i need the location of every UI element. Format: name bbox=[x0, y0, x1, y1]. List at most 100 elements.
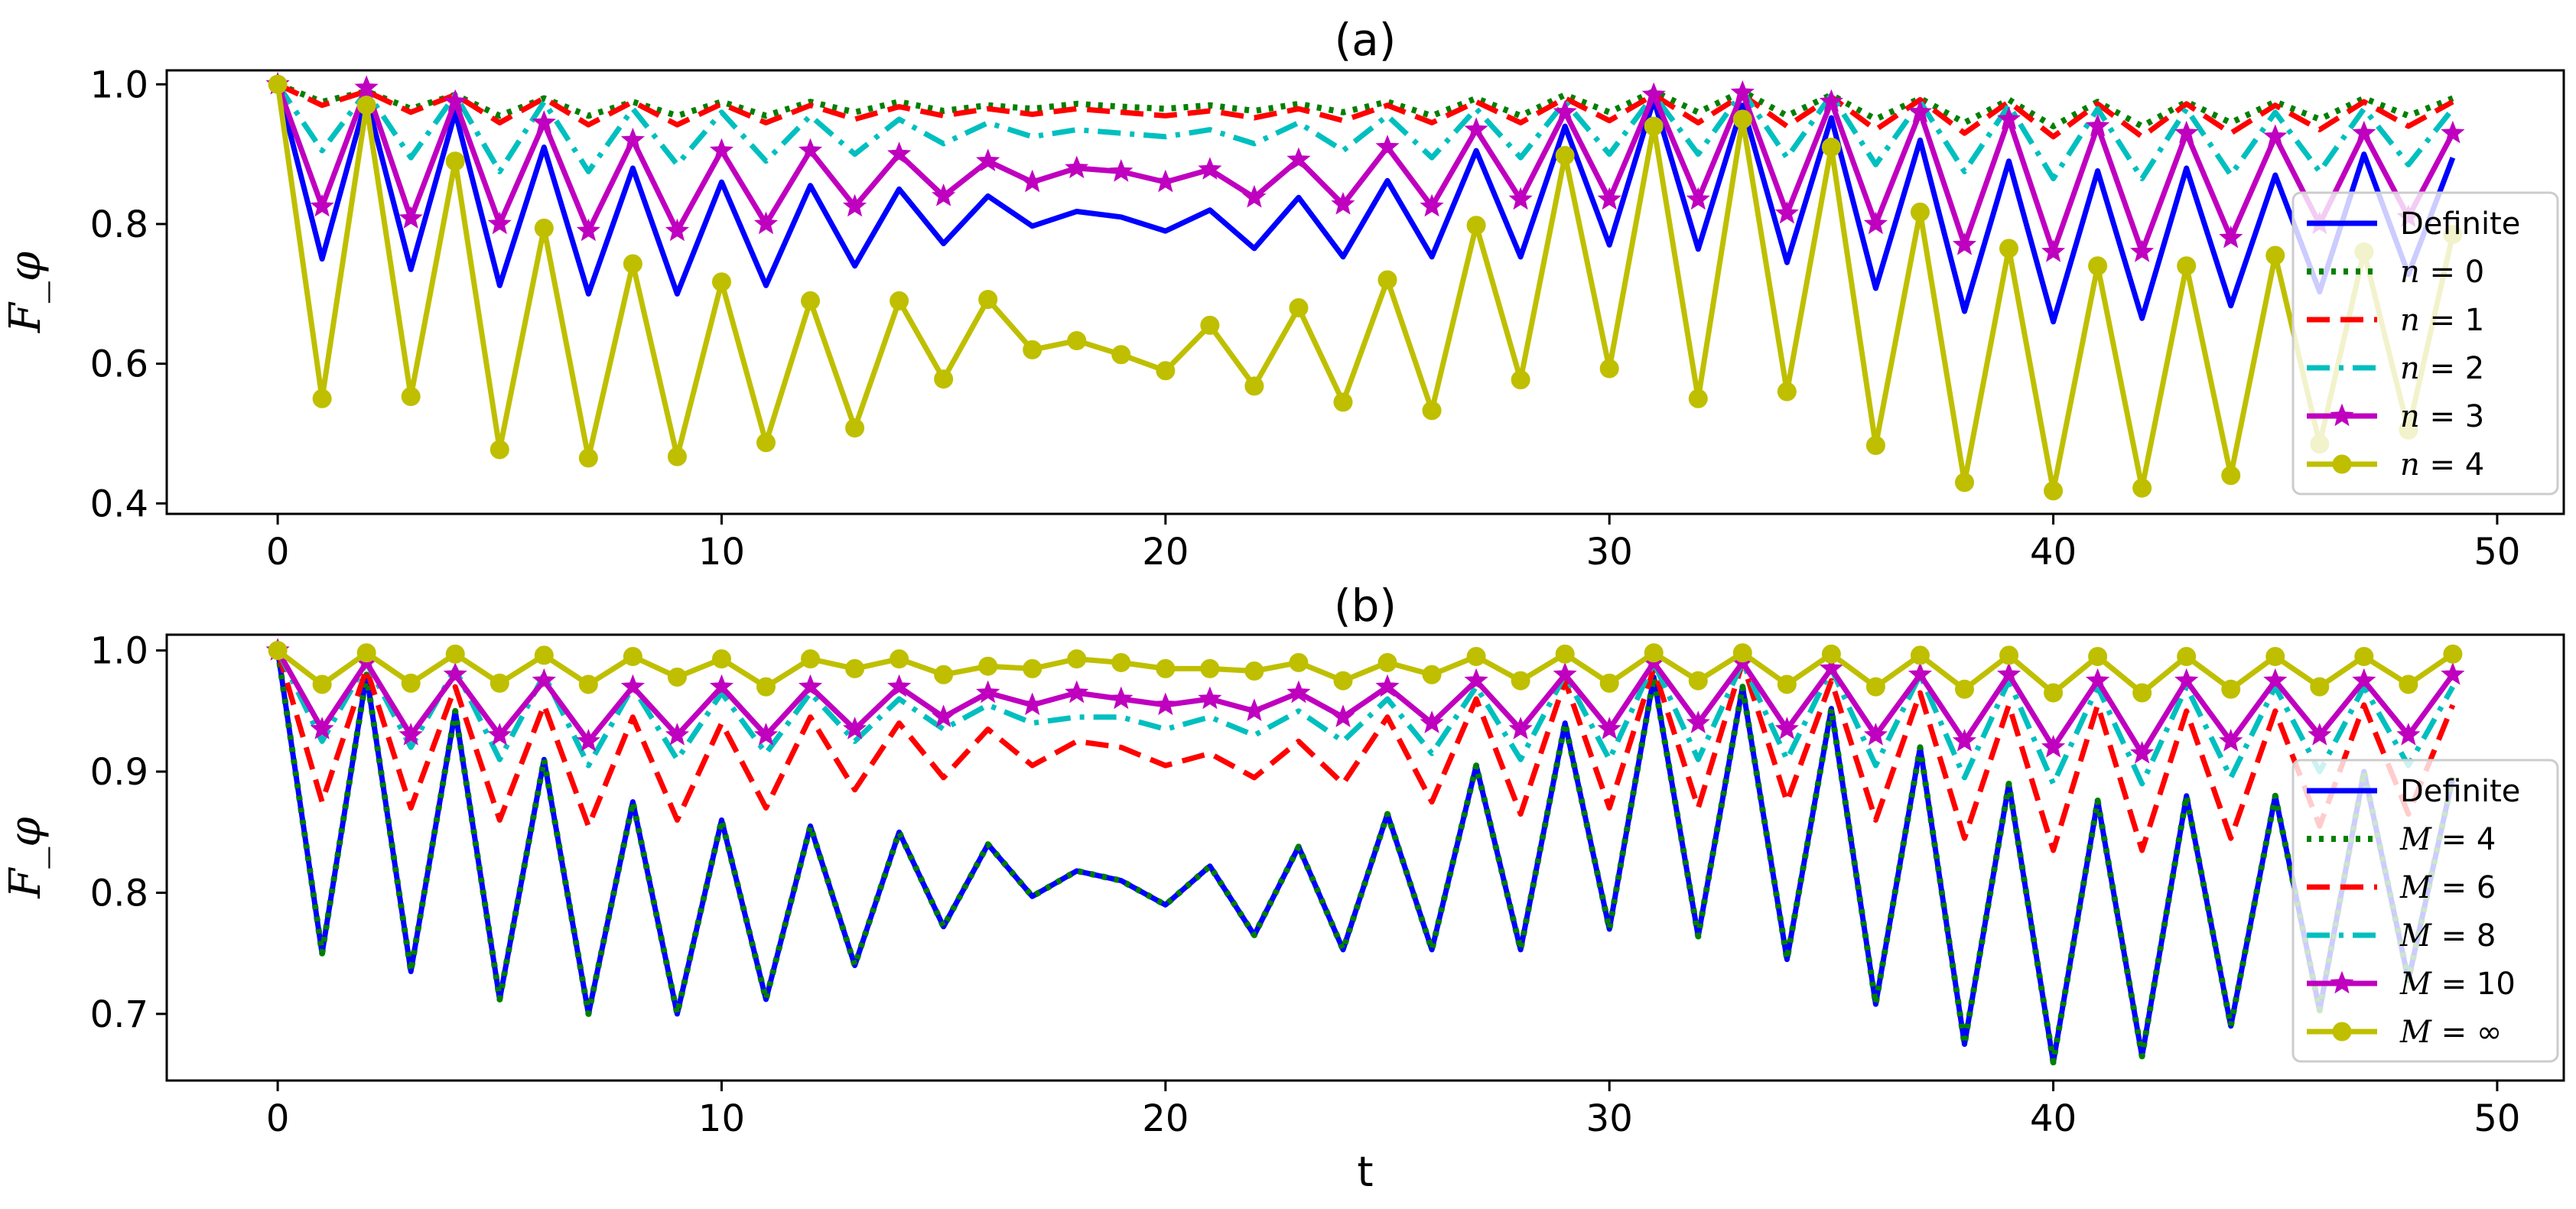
data-point bbox=[976, 680, 1000, 704]
chart-title: (a) bbox=[1335, 14, 1397, 66]
data-point bbox=[268, 641, 288, 661]
y-tick-label: 1.0 bbox=[90, 630, 148, 673]
data-point bbox=[2130, 740, 2155, 764]
data-point bbox=[1641, 82, 1666, 106]
data-point bbox=[2443, 644, 2463, 664]
data-point bbox=[934, 369, 954, 389]
data-point bbox=[1863, 211, 1888, 235]
data-point bbox=[1289, 298, 1309, 318]
data-point bbox=[1732, 643, 1752, 663]
x-tick-label: 10 bbox=[698, 1097, 745, 1140]
data-point bbox=[398, 206, 423, 229]
x-tick-label: 0 bbox=[266, 531, 290, 574]
data-point bbox=[490, 440, 509, 460]
x-tick-label: 20 bbox=[1142, 1097, 1189, 1140]
data-point bbox=[1156, 658, 1176, 678]
data-point bbox=[2354, 647, 2374, 667]
data-point bbox=[2177, 256, 2197, 276]
data-point bbox=[1508, 717, 1533, 739]
x-tick-label: 40 bbox=[2030, 531, 2077, 574]
legend-marker bbox=[2332, 454, 2352, 474]
data-point bbox=[2263, 668, 2288, 691]
series-M=∞ bbox=[268, 641, 2463, 703]
y-axis-label: F_φ bbox=[1, 252, 50, 333]
data-point bbox=[534, 645, 554, 665]
data-point bbox=[1952, 232, 1977, 255]
data-point bbox=[1910, 645, 1930, 665]
legend-entry: Definite bbox=[2307, 774, 2520, 809]
data-point bbox=[401, 673, 421, 693]
data-point bbox=[753, 211, 779, 235]
y-tick-label: 0.6 bbox=[90, 343, 148, 386]
y-tick-label: 0.7 bbox=[90, 993, 148, 1036]
data-point bbox=[1464, 668, 1488, 691]
data-point bbox=[756, 433, 776, 453]
data-point bbox=[2041, 239, 2066, 262]
data-point bbox=[2265, 245, 2285, 265]
data-point bbox=[978, 290, 998, 310]
data-point bbox=[2088, 647, 2108, 667]
data-point bbox=[1597, 187, 1621, 210]
data-point bbox=[1377, 652, 1397, 672]
data-point bbox=[2352, 120, 2376, 144]
series-line bbox=[275, 650, 2456, 1066]
series-M=8 bbox=[275, 649, 2455, 787]
data-point bbox=[1111, 345, 1131, 365]
y-tick-label: 0.8 bbox=[90, 203, 148, 246]
data-point bbox=[932, 184, 956, 206]
legend-label: M = 10 bbox=[2399, 967, 2516, 1002]
series-line bbox=[276, 82, 2454, 140]
data-point bbox=[1597, 717, 1621, 739]
legend-label: M = 8 bbox=[2399, 918, 2496, 954]
data-point bbox=[2219, 225, 2243, 249]
data-point bbox=[1466, 216, 1486, 236]
data-point bbox=[845, 658, 865, 678]
data-point bbox=[1023, 658, 1042, 678]
data-point bbox=[2441, 120, 2465, 144]
data-point bbox=[1020, 692, 1045, 716]
data-point bbox=[578, 448, 598, 468]
data-point bbox=[2399, 674, 2418, 694]
data-point bbox=[2221, 679, 2241, 699]
legend-label: M = 4 bbox=[2399, 822, 2496, 857]
data-point bbox=[2221, 466, 2241, 486]
panel-a: 0 10 20 30 40 50 0.4 0.6 0.8 1.0 (a) F_φ Definite n =… bbox=[1, 14, 2565, 574]
data-point bbox=[576, 218, 600, 242]
data-point bbox=[1908, 99, 1932, 123]
data-point bbox=[620, 127, 646, 151]
y-tick-label: 0.4 bbox=[90, 483, 148, 525]
x-tick-label: 50 bbox=[2474, 1097, 2520, 1140]
data-point bbox=[1420, 710, 1444, 733]
legend-label: Definite bbox=[2400, 774, 2520, 809]
legend-entry: n = 3 bbox=[2307, 399, 2484, 434]
series-line bbox=[275, 83, 2456, 494]
data-point bbox=[1242, 698, 1267, 722]
data-point bbox=[798, 138, 823, 161]
data-point bbox=[1244, 661, 1264, 681]
data-point bbox=[1242, 184, 1267, 208]
data-point bbox=[1955, 679, 1974, 699]
data-point bbox=[798, 674, 823, 697]
data-point bbox=[401, 387, 421, 407]
data-point bbox=[1821, 137, 1841, 157]
data-point bbox=[1065, 155, 1089, 179]
series-line bbox=[275, 649, 2456, 853]
data-point bbox=[801, 649, 821, 669]
data-point bbox=[1065, 680, 1089, 704]
data-point bbox=[1599, 673, 1619, 693]
legend-entry: M = 4 bbox=[2307, 822, 2496, 857]
x-tick-label: 10 bbox=[698, 531, 745, 574]
data-point bbox=[356, 643, 376, 663]
data-point bbox=[1777, 674, 1797, 694]
data-point bbox=[2441, 661, 2465, 685]
data-point bbox=[2263, 124, 2288, 148]
series-n=0 bbox=[276, 81, 2454, 130]
plot-frame bbox=[165, 633, 2565, 1082]
data-point bbox=[532, 668, 556, 691]
data-point bbox=[1821, 644, 1841, 664]
y-axis-label: F_φ bbox=[1, 817, 50, 899]
x-tick-label: 50 bbox=[2474, 531, 2520, 574]
y-tick-label: 0.9 bbox=[90, 751, 148, 794]
data-point bbox=[1511, 671, 1530, 691]
data-point bbox=[2085, 668, 2110, 691]
